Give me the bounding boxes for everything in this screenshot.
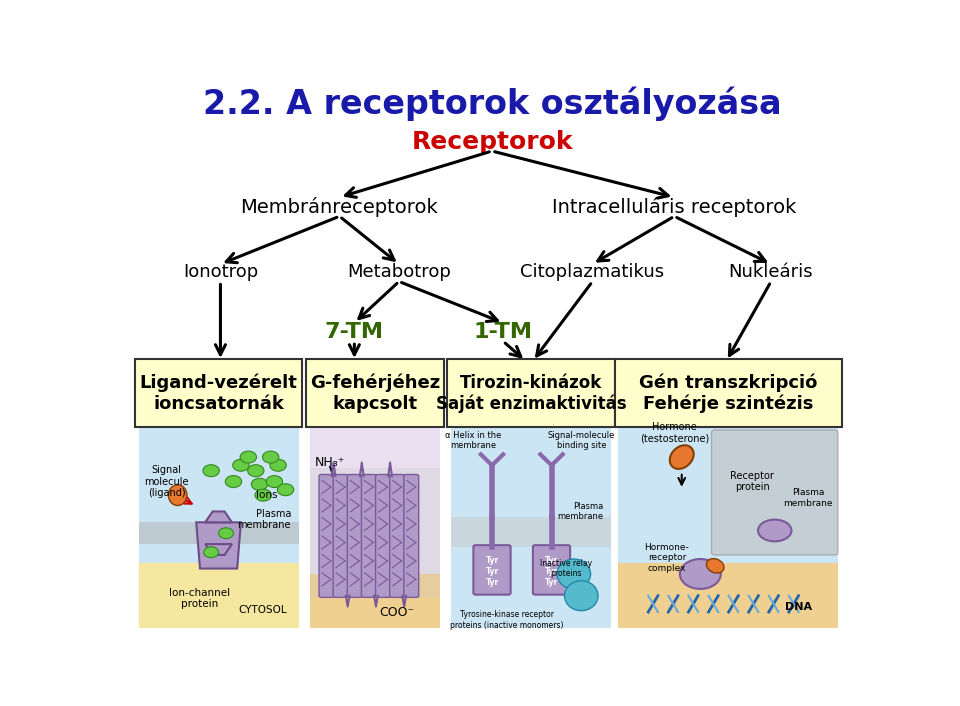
Circle shape <box>255 489 272 501</box>
FancyBboxPatch shape <box>333 474 348 597</box>
Text: Ion-channel
protein: Ion-channel protein <box>169 587 230 609</box>
Ellipse shape <box>758 520 791 542</box>
Text: Inactive relay
proteins: Inactive relay proteins <box>540 559 592 578</box>
Circle shape <box>219 528 233 539</box>
Text: Signal
molecule
(ligand): Signal molecule (ligand) <box>144 465 189 498</box>
FancyBboxPatch shape <box>348 474 362 597</box>
Text: Tyr: Tyr <box>545 578 558 587</box>
Circle shape <box>248 465 264 477</box>
Circle shape <box>240 451 256 463</box>
FancyBboxPatch shape <box>310 429 440 628</box>
FancyBboxPatch shape <box>473 545 511 594</box>
Circle shape <box>232 460 249 471</box>
FancyBboxPatch shape <box>361 474 376 597</box>
Text: NH₃⁺: NH₃⁺ <box>315 456 346 469</box>
Ellipse shape <box>557 559 590 589</box>
Text: Hormone-
receptor
complex: Hormone- receptor complex <box>644 543 689 573</box>
Text: 1-TM: 1-TM <box>473 322 533 342</box>
Text: Tyr: Tyr <box>486 556 498 565</box>
Text: Plasma
membrane: Plasma membrane <box>558 502 604 521</box>
Text: Receptor
protein: Receptor protein <box>731 471 775 492</box>
FancyBboxPatch shape <box>451 517 611 546</box>
Circle shape <box>226 476 242 488</box>
FancyBboxPatch shape <box>533 545 570 594</box>
Text: Intracelluláris receptorok: Intracelluláris receptorok <box>552 197 797 217</box>
Text: Tyr: Tyr <box>486 567 498 576</box>
FancyBboxPatch shape <box>134 359 302 427</box>
Ellipse shape <box>680 559 721 589</box>
Text: α Helix in the
membrane: α Helix in the membrane <box>445 431 501 450</box>
FancyBboxPatch shape <box>138 563 299 628</box>
Circle shape <box>270 460 286 471</box>
FancyBboxPatch shape <box>618 429 838 628</box>
FancyBboxPatch shape <box>138 429 299 628</box>
Text: COO⁻: COO⁻ <box>379 606 415 618</box>
FancyBboxPatch shape <box>310 574 440 628</box>
Text: 2.2. A receptorok osztályozása: 2.2. A receptorok osztályozása <box>203 87 781 121</box>
Text: Nukleáris: Nukleáris <box>729 263 813 281</box>
FancyBboxPatch shape <box>319 474 334 597</box>
Circle shape <box>266 476 282 488</box>
Text: Tyrosine-kinase receptor
proteins (inactive monomers): Tyrosine-kinase receptor proteins (inact… <box>450 611 564 630</box>
Circle shape <box>203 465 219 477</box>
Text: 7-TM: 7-TM <box>324 322 384 342</box>
Text: Receptorok: Receptorok <box>411 130 573 154</box>
Text: Ionotrop: Ionotrop <box>182 263 258 281</box>
FancyBboxPatch shape <box>447 359 614 427</box>
FancyBboxPatch shape <box>618 563 838 628</box>
FancyBboxPatch shape <box>310 468 440 599</box>
Text: Tyr: Tyr <box>545 556 558 565</box>
Ellipse shape <box>707 558 724 573</box>
Text: CYTOSOL: CYTOSOL <box>239 605 287 615</box>
Circle shape <box>277 484 294 496</box>
Polygon shape <box>205 511 232 522</box>
Text: Tyr: Tyr <box>486 578 498 587</box>
FancyBboxPatch shape <box>614 359 842 427</box>
FancyBboxPatch shape <box>390 474 404 597</box>
FancyBboxPatch shape <box>138 522 299 544</box>
Text: Metabotrop: Metabotrop <box>348 263 451 281</box>
Ellipse shape <box>168 485 187 505</box>
Text: Ligand-vezérelt
ioncsatornák: Ligand-vezérelt ioncsatornák <box>139 373 298 413</box>
Ellipse shape <box>564 581 598 611</box>
FancyBboxPatch shape <box>404 474 419 597</box>
Text: Plasma
membrane: Plasma membrane <box>783 488 833 508</box>
Text: Ions: Ions <box>256 490 277 500</box>
Polygon shape <box>205 544 232 555</box>
Text: Gén transzkripció
Fehérje szintézis: Gén transzkripció Fehérje szintézis <box>639 373 817 413</box>
Text: DNA: DNA <box>784 602 812 611</box>
Ellipse shape <box>670 445 694 469</box>
Text: Hormone
(testosterone): Hormone (testosterone) <box>639 422 708 443</box>
FancyBboxPatch shape <box>375 474 391 597</box>
Text: Citoplazmatikus: Citoplazmatikus <box>520 263 664 281</box>
Text: Plasma
membrane: Plasma membrane <box>238 509 291 530</box>
FancyBboxPatch shape <box>451 429 611 628</box>
Text: Tyr: Tyr <box>545 567 558 576</box>
Text: G-fehérjéhez
kapcsolt: G-fehérjéhez kapcsolt <box>310 373 440 413</box>
Text: Membránreceptorok: Membránreceptorok <box>241 197 439 217</box>
FancyBboxPatch shape <box>306 359 444 427</box>
FancyBboxPatch shape <box>711 430 838 555</box>
Text: Signal-molecule
binding site: Signal-molecule binding site <box>547 431 615 450</box>
Circle shape <box>204 546 219 558</box>
Circle shape <box>262 451 278 463</box>
Text: Tirozin-kinázok
Saját enzimaktivitás: Tirozin-kinázok Saját enzimaktivitás <box>436 373 626 413</box>
Polygon shape <box>196 522 241 568</box>
Circle shape <box>252 478 268 490</box>
